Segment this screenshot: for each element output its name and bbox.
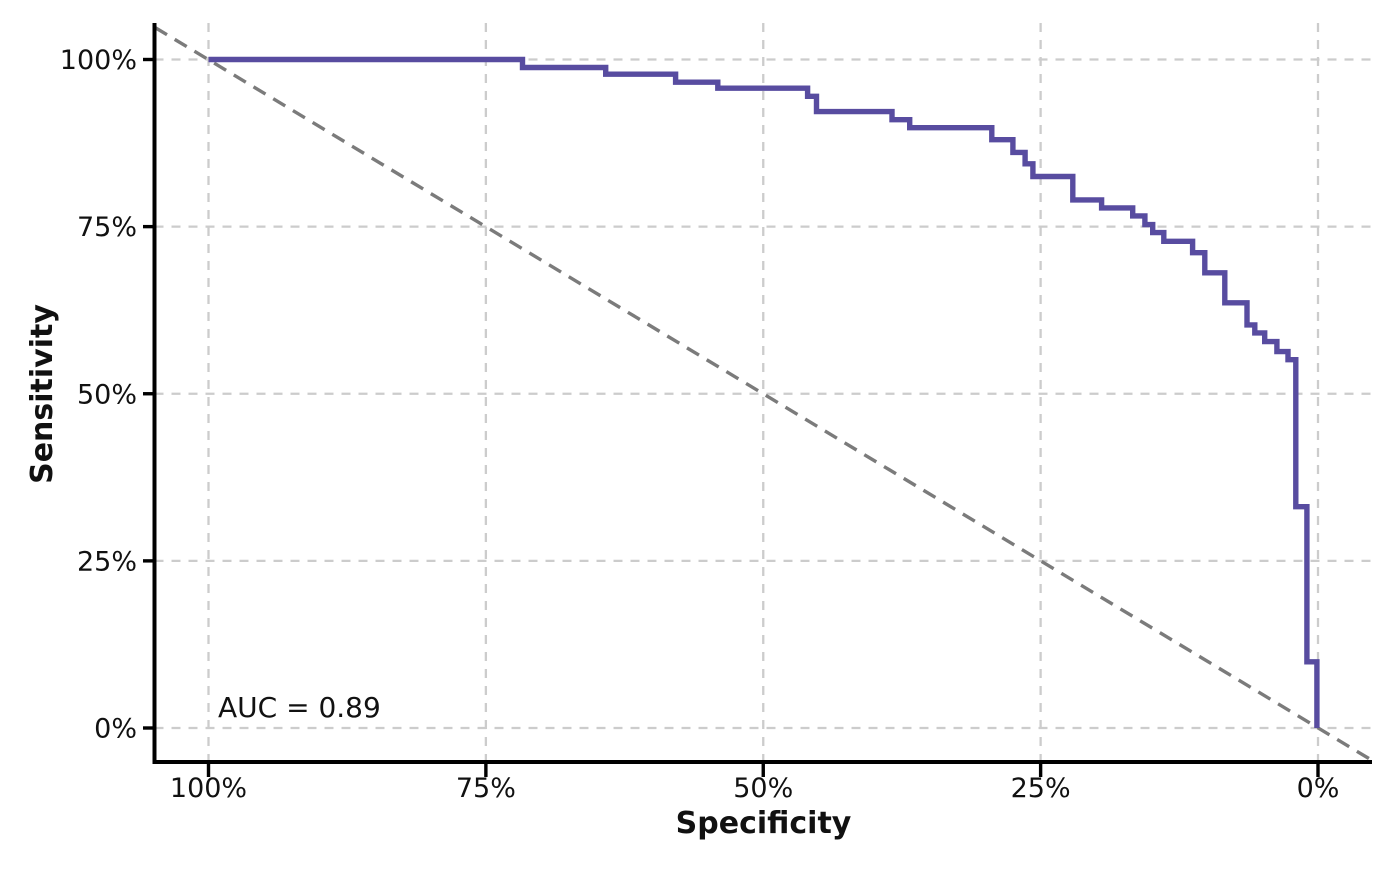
y-axis-ticks <box>143 57 155 730</box>
x-axis-ticks <box>206 762 1320 777</box>
chance-reference-line <box>154 26 1374 763</box>
y-tick-label: 75% <box>77 212 137 243</box>
x-tick-label: 0% <box>1297 773 1340 804</box>
y-tick-label: 0% <box>94 714 137 745</box>
vertical-gridlines <box>207 23 1320 762</box>
x-tick-label: 50% <box>733 773 793 804</box>
y-tick-label: 100% <box>60 45 137 76</box>
y-axis-title: Sensitivity <box>25 304 60 484</box>
y-axis-tick-labels: 100% 75% 50% 25% 0% <box>60 45 137 745</box>
x-tick-label: 75% <box>456 773 516 804</box>
x-axis-title: Specificity <box>676 806 852 841</box>
y-tick-label: 25% <box>77 546 137 577</box>
x-axis-tick-labels: 100% 75% 50% 25% 0% <box>170 773 1340 804</box>
x-tick-label: 25% <box>1011 773 1071 804</box>
auc-annotation: AUC = 0.89 <box>218 691 381 724</box>
x-tick-label: 100% <box>170 773 247 804</box>
roc-curve-line <box>208 56 1320 728</box>
y-tick-label: 50% <box>77 379 137 410</box>
